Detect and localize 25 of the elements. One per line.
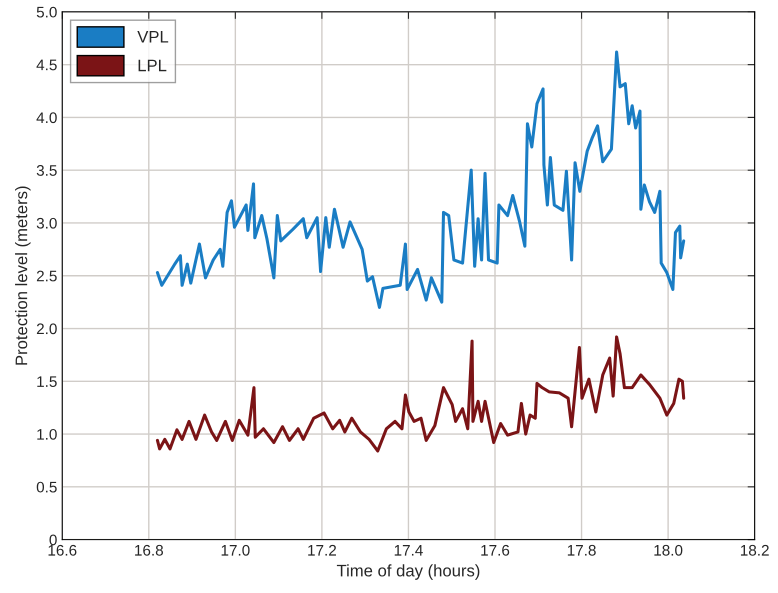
x-tick-label: 16.6: [48, 544, 76, 556]
x-tick-label: 16.8: [135, 544, 163, 556]
y-tick-label: 4.0: [36, 112, 57, 124]
x-tick-label: 18.2: [740, 544, 769, 556]
x-tick-label: 17.8: [568, 544, 596, 556]
x-tick-label: 17.4: [394, 545, 423, 556]
y-tick-label: 1.0: [37, 428, 57, 440]
x-tick-label: 17.6: [481, 544, 510, 556]
y-tick-label: 1.5: [37, 376, 57, 387]
x-axis-title: Time of day (hours): [336, 564, 480, 580]
line-series: [156, 335, 686, 452]
legend-label: VPL: [137, 31, 168, 43]
x-tick-label: 18.0: [654, 544, 682, 556]
y-tick-label: 2.0: [36, 323, 57, 334]
y-tick-label: 3.0: [36, 218, 57, 229]
legend-label: LPL: [138, 60, 166, 72]
y-tick-label: 0.5: [36, 482, 57, 493]
x-tick-label: 17.2: [308, 544, 336, 556]
y-tick-label: 2.5: [36, 270, 57, 282]
y-tick-label: 0: [49, 534, 57, 546]
y-tick-label: 4.5: [36, 60, 57, 70]
x-tick-label: 17.0: [222, 544, 250, 556]
y-tick-label: 3.5: [36, 165, 57, 176]
y-axis-title: Protection level (meters): [15, 186, 31, 365]
y-tick-label: 5.0: [36, 6, 57, 18]
